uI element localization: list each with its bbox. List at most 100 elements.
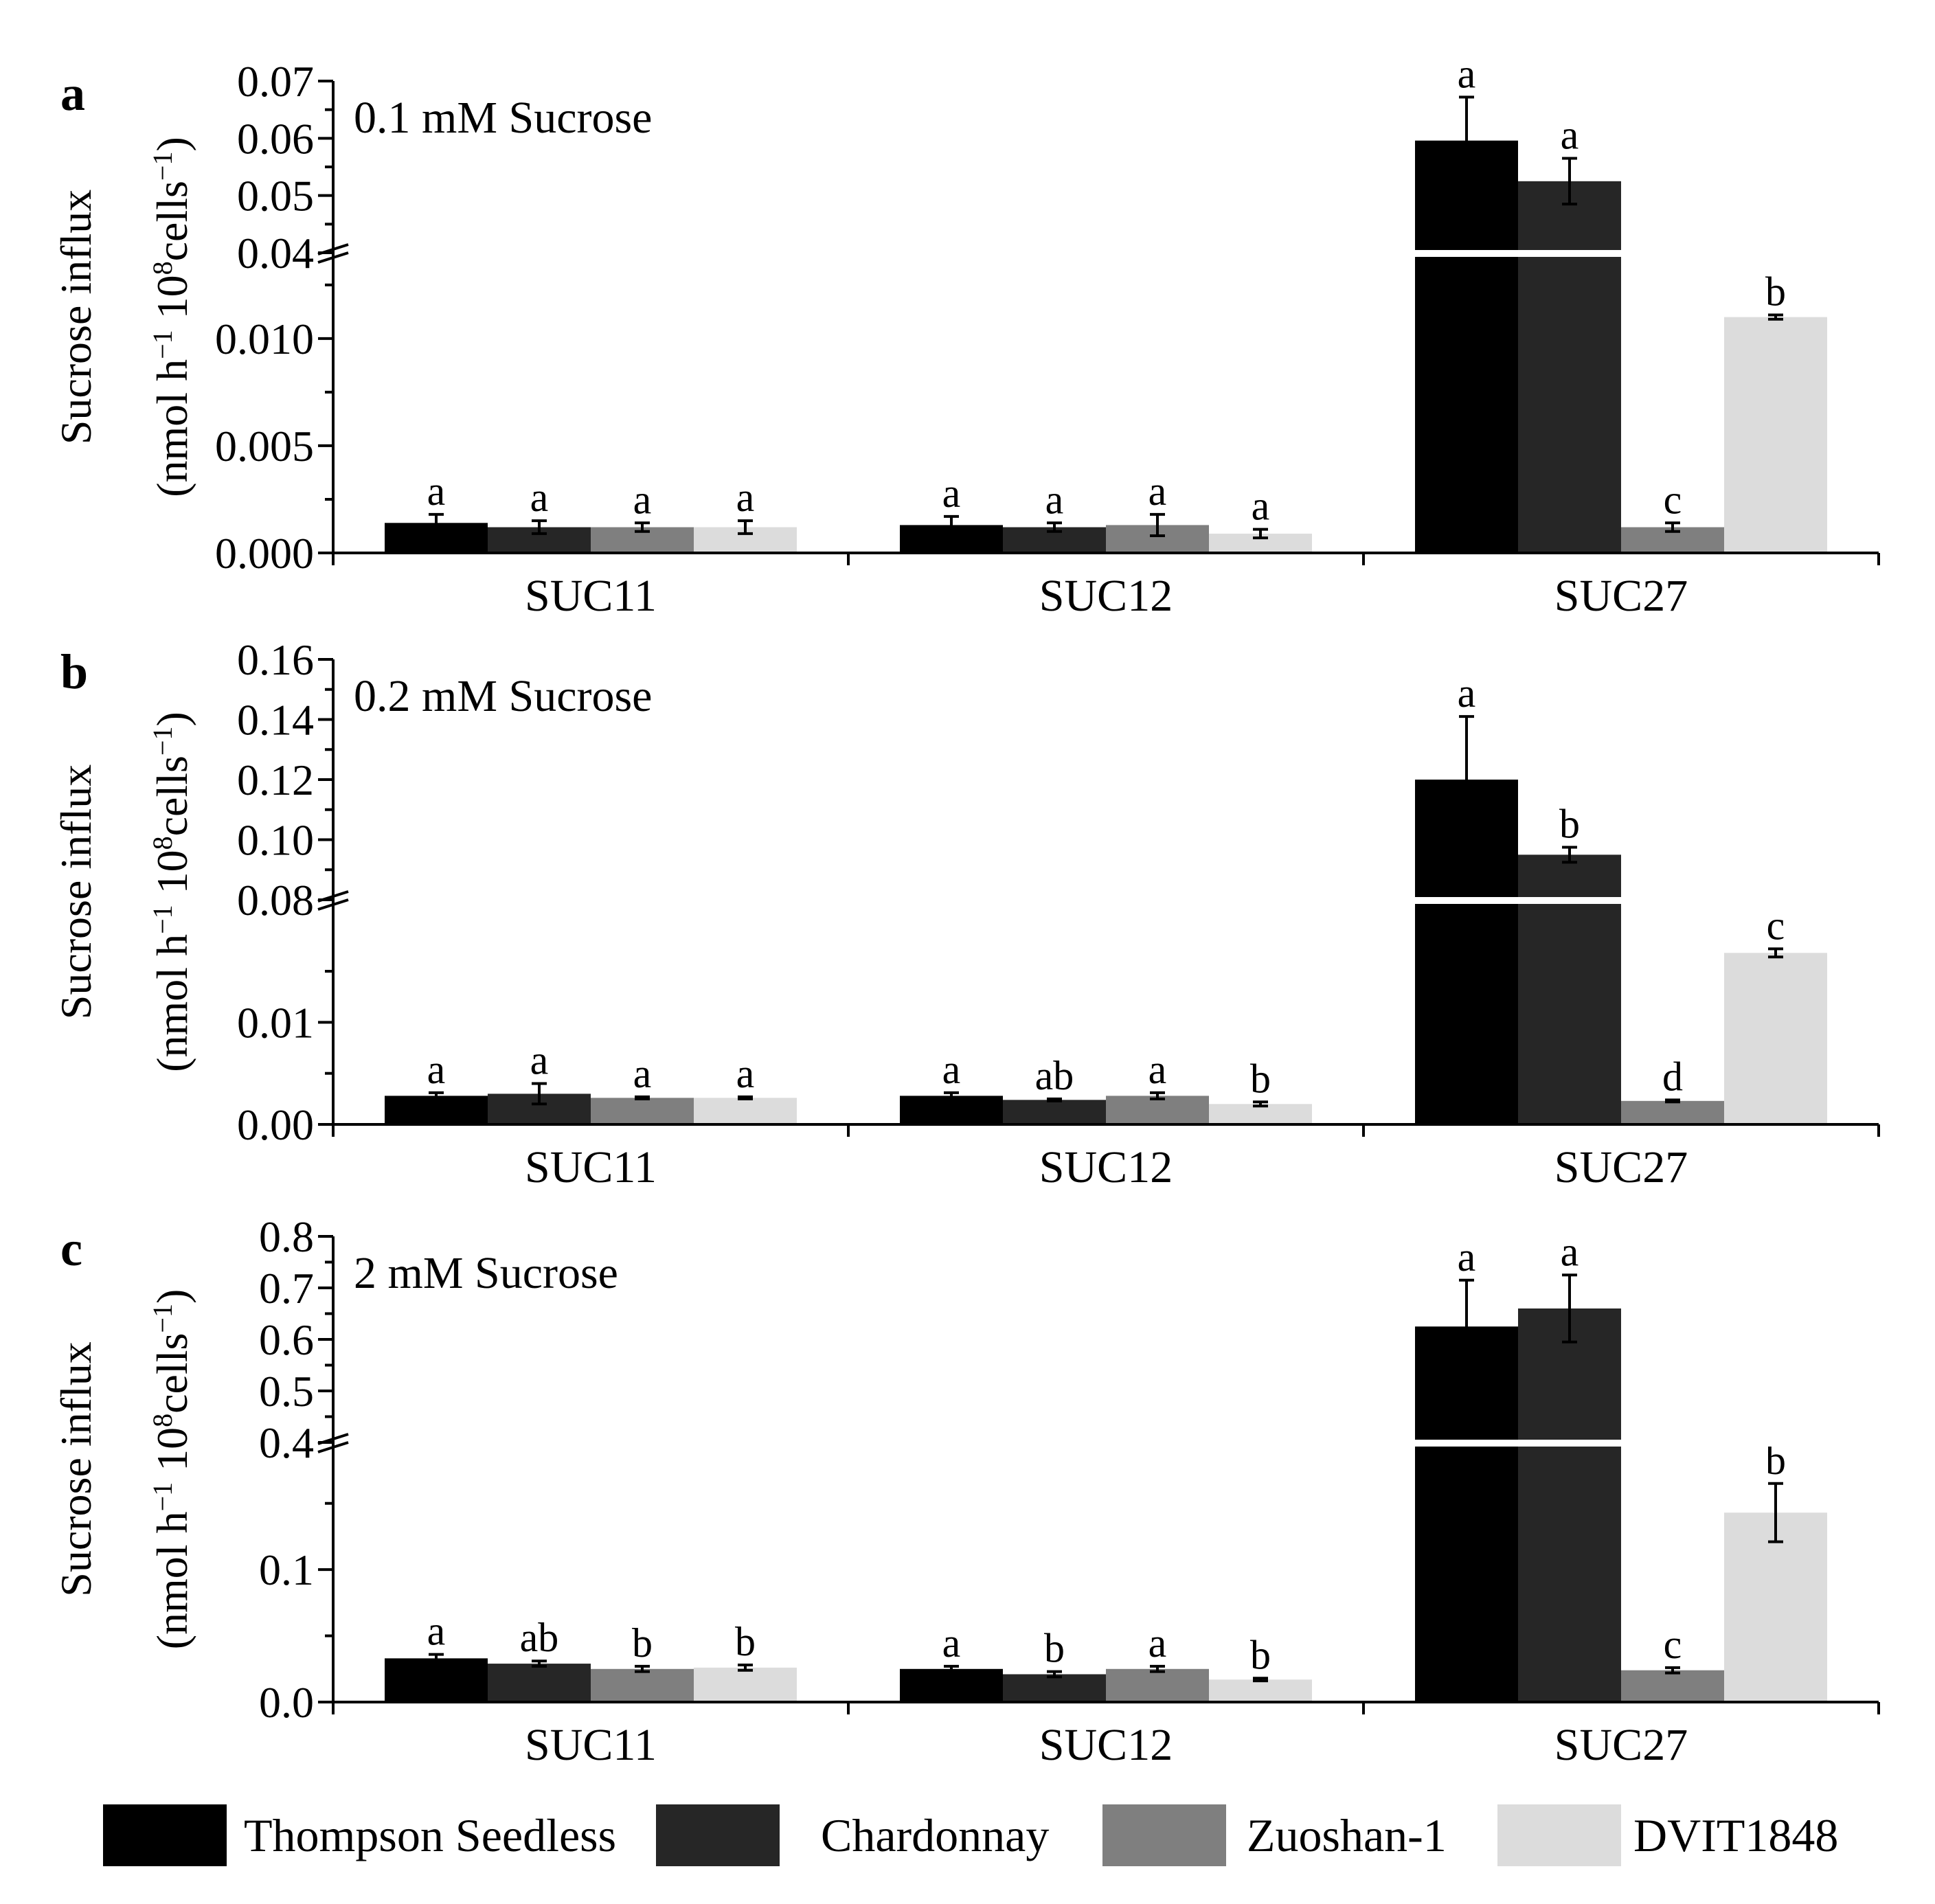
unit-text: 10	[148, 275, 196, 330]
x-category-label: SUC11	[525, 1142, 657, 1192]
y-tick-label: 0.6	[259, 1315, 314, 1364]
y-tick-label: 0.005	[215, 422, 314, 471]
axis-break-gap	[336, 1440, 1881, 1447]
unit-superscript: 8	[147, 836, 178, 850]
y-tick-label: 0.01	[237, 998, 314, 1047]
significance-letter: a	[1458, 670, 1476, 716]
significance-letter: a	[633, 1051, 652, 1096]
significance-letter: a	[427, 468, 446, 514]
y-tick-label: 0.8	[259, 1212, 314, 1261]
panel-letter: c	[60, 1221, 82, 1276]
unit-superscript: −1	[147, 152, 178, 181]
unit-superscript: −1	[147, 727, 178, 756]
significance-letter: c	[1664, 477, 1682, 522]
axis-break-mark	[317, 898, 349, 911]
significance-letter: a	[1458, 1234, 1476, 1280]
y-tick-label: 0.14	[237, 696, 314, 745]
bar-c-suc11-3	[694, 1667, 797, 1702]
legend-swatch	[103, 1804, 227, 1866]
bar-b-suc27-3	[1724, 953, 1827, 1124]
x-category-label: SUC11	[525, 571, 657, 621]
significance-letter: a	[1148, 1620, 1167, 1666]
significance-letter: ab	[1035, 1053, 1074, 1098]
legend-swatch	[1102, 1804, 1226, 1866]
unit-superscript: −1	[147, 905, 178, 934]
x-category-label: SUC27	[1554, 1142, 1688, 1192]
significance-letter: a	[1148, 1047, 1167, 1092]
y-tick-label: 0.0	[259, 1678, 314, 1727]
significance-letter: a	[736, 1051, 755, 1096]
significance-letter: a	[1561, 113, 1579, 158]
significance-letter: a	[530, 475, 549, 520]
legend-label: DVIT1848	[1633, 1809, 1838, 1861]
y-tick-label: 0.04	[237, 229, 314, 277]
bar-b-suc12-1	[1003, 1100, 1106, 1124]
bar-c-suc27-3	[1724, 1512, 1827, 1702]
bar-c-suc27-0	[1415, 1326, 1518, 1702]
condition-label: 0.1 mM Sucrose	[354, 93, 652, 143]
bar-b-suc12-2	[1106, 1096, 1209, 1124]
significance-letter: a	[633, 477, 652, 522]
x-category-label: SUC12	[1039, 571, 1173, 621]
y-tick-label: 0.00	[237, 1100, 314, 1149]
bar-a-suc27-3	[1724, 317, 1827, 553]
y-axis-unit: (nmol h−1 108cells−1)	[147, 1289, 197, 1650]
bar-c-suc11-1	[488, 1664, 591, 1702]
condition-label: 0.2 mM Sucrose	[354, 671, 652, 721]
significance-letter: b	[1559, 801, 1580, 846]
legend-swatch	[656, 1804, 780, 1866]
panel-letter: a	[60, 66, 85, 121]
y-axis-title: Sucrose influx	[52, 1341, 100, 1597]
unit-text: 10	[148, 850, 196, 905]
y-tick-label: 0.06	[237, 114, 314, 163]
bar-c-suc12-1	[1003, 1674, 1106, 1702]
unit-text: cells	[148, 756, 196, 836]
significance-letter: b	[1044, 1626, 1065, 1671]
bar-c-suc27-2	[1621, 1670, 1724, 1702]
significance-letter: a	[1252, 484, 1270, 529]
unit-text: )	[148, 712, 196, 726]
significance-letter: d	[1662, 1054, 1683, 1099]
bar-c-suc27-1	[1518, 1308, 1621, 1702]
y-axis-title: Sucrose influx	[52, 764, 100, 1020]
significance-letter: c	[1767, 903, 1785, 948]
bar-c-suc11-0	[385, 1658, 488, 1702]
y-tick-label: 0.7	[259, 1264, 314, 1313]
unit-text: 10	[148, 1427, 196, 1482]
panel-letter: b	[60, 644, 88, 699]
unit-superscript: −1	[147, 1304, 178, 1333]
bar-a-suc27-0	[1415, 140, 1518, 553]
y-tick-label: 0.10	[237, 816, 314, 865]
bar-c-suc12-0	[900, 1668, 1003, 1702]
unit-superscript: 8	[147, 261, 178, 275]
y-tick-label: 0.16	[237, 635, 314, 684]
significance-letter: a	[1045, 477, 1064, 522]
x-category-label: SUC27	[1554, 1720, 1688, 1770]
bar-b-suc11-2	[591, 1098, 694, 1124]
y-axis-unit: (nmol h−1 108cells−1)	[147, 712, 197, 1072]
condition-label: 2 mM Sucrose	[354, 1248, 618, 1298]
unit-text: (nmol h	[148, 934, 196, 1072]
y-tick-label: 0.000	[215, 529, 314, 578]
significance-letter: b	[735, 1619, 756, 1664]
y-tick-label: 0.1	[259, 1545, 314, 1594]
bar-b-suc27-2	[1621, 1100, 1724, 1124]
significance-letter: a	[942, 1620, 961, 1666]
axis-break-mark	[317, 1441, 349, 1453]
legend-swatch	[1497, 1804, 1621, 1866]
bar-a-suc27-1	[1518, 181, 1621, 553]
legend-label: Thompson Seedless	[244, 1809, 616, 1861]
panel-a: a a a a a a a a c a a b 0.04 0.05 0.06 0.07 0.000 0.005 0.…	[52, 51, 1881, 621]
significance-letter: b	[632, 1620, 653, 1666]
significance-letter: ab	[520, 1615, 559, 1660]
significance-letter: c	[1664, 1622, 1682, 1667]
y-tick-label: 0.010	[215, 315, 314, 363]
significance-letter: b	[1250, 1632, 1271, 1677]
significance-letter: a	[942, 471, 961, 516]
x-category-label: SUC12	[1039, 1720, 1173, 1770]
unit-text: )	[148, 137, 196, 151]
significance-letter: a	[736, 475, 755, 520]
